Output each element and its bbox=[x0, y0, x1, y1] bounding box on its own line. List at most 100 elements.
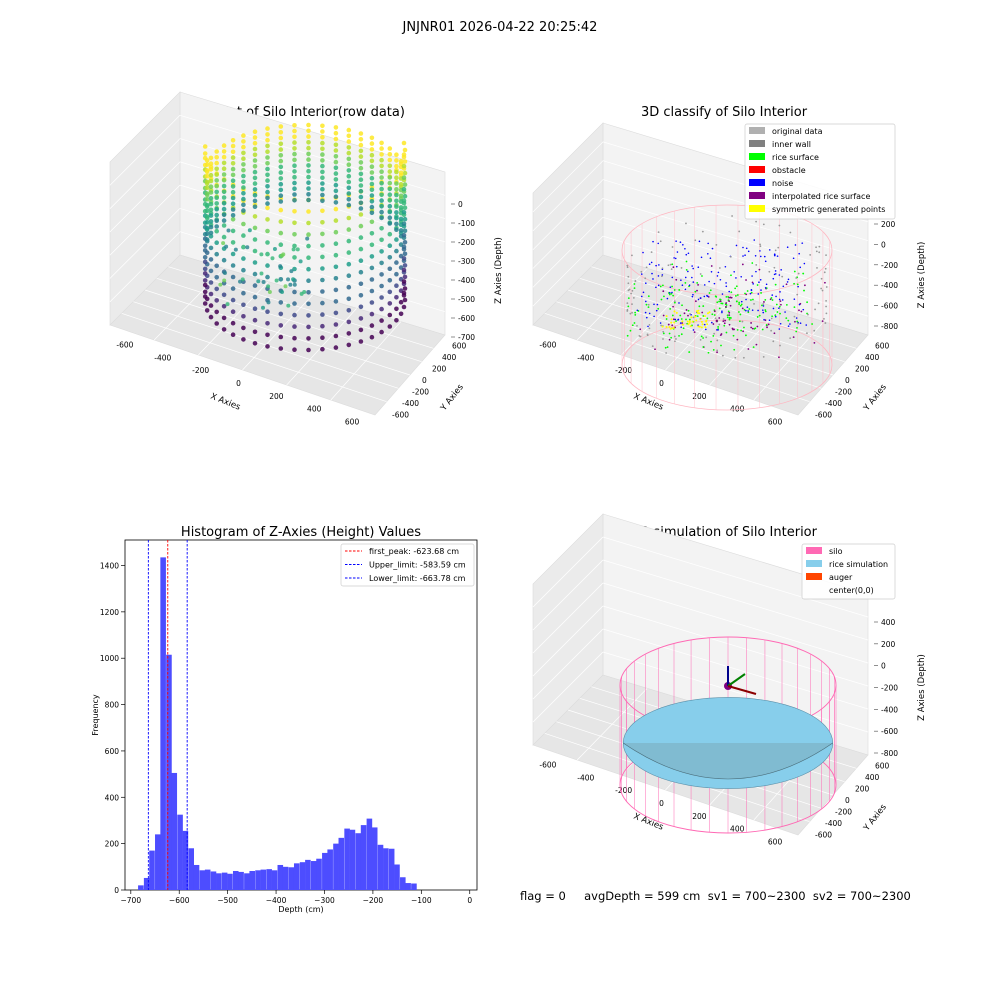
classified-point bbox=[701, 275, 703, 277]
raw-point bbox=[402, 152, 407, 157]
noise-point bbox=[693, 329, 695, 331]
raw-point bbox=[370, 335, 375, 340]
raw-point bbox=[205, 214, 210, 219]
noise-point bbox=[678, 302, 680, 304]
classified-point bbox=[669, 308, 671, 310]
x-tick-label: 0 bbox=[659, 379, 664, 388]
symmetric-point bbox=[705, 320, 707, 322]
raw-point bbox=[347, 197, 352, 202]
raw-point bbox=[265, 333, 270, 338]
raw-point bbox=[253, 226, 258, 231]
classified-point bbox=[779, 306, 781, 308]
raw-point bbox=[279, 136, 284, 141]
noise-point bbox=[755, 271, 757, 273]
classified-point bbox=[730, 291, 732, 293]
raw-point bbox=[241, 326, 246, 331]
raw-point bbox=[288, 283, 292, 287]
inner-wall-point bbox=[763, 356, 765, 358]
raw-point bbox=[209, 184, 214, 189]
raw-point bbox=[279, 170, 284, 175]
raw-point bbox=[403, 205, 408, 210]
classified-point bbox=[724, 320, 726, 322]
raw-point bbox=[222, 278, 226, 282]
raw-point bbox=[403, 182, 408, 187]
x-tick-label: −600 bbox=[169, 896, 190, 905]
raw-point bbox=[306, 186, 311, 191]
noise-point bbox=[788, 279, 790, 281]
raw-point bbox=[370, 136, 375, 141]
histogram-bar bbox=[171, 773, 177, 890]
raw-point bbox=[292, 129, 297, 134]
classified-point bbox=[743, 327, 745, 329]
raw-point bbox=[320, 243, 325, 248]
noise-point bbox=[788, 325, 790, 327]
y-tick-label: 200 bbox=[855, 785, 870, 794]
raw-point bbox=[402, 198, 407, 203]
legend-label: inner wall bbox=[772, 140, 811, 149]
raw-point bbox=[379, 307, 384, 312]
raw-point bbox=[394, 175, 399, 180]
raw-point bbox=[265, 184, 270, 189]
noise-point bbox=[794, 298, 796, 300]
noise-point bbox=[759, 250, 761, 252]
classified-point bbox=[709, 292, 711, 294]
raw-point bbox=[320, 135, 325, 140]
x-tick-label: −500 bbox=[217, 896, 238, 905]
classified-point bbox=[688, 310, 690, 312]
noise-point bbox=[751, 275, 753, 277]
raw-point bbox=[347, 145, 352, 150]
raw-point bbox=[394, 193, 399, 198]
noise-point bbox=[707, 295, 709, 297]
classified-point bbox=[728, 300, 730, 302]
classified-point bbox=[714, 314, 716, 316]
raw-point bbox=[402, 222, 407, 227]
legend-swatch bbox=[749, 140, 765, 147]
raw-point bbox=[205, 232, 210, 237]
y-tick-label: -200 bbox=[835, 387, 852, 396]
classified-point bbox=[730, 274, 732, 276]
noise-point bbox=[780, 269, 782, 271]
raw-point bbox=[259, 272, 263, 276]
raw-point bbox=[231, 138, 236, 143]
classified-point bbox=[717, 326, 719, 328]
raw-point bbox=[388, 175, 393, 180]
inner-wall-point bbox=[826, 312, 828, 314]
classified-point bbox=[710, 289, 712, 291]
noise-point bbox=[714, 283, 716, 285]
classified-point bbox=[753, 346, 755, 348]
legend-label: center(0,0) bbox=[829, 586, 874, 595]
histogram-bar bbox=[400, 877, 406, 890]
raw-point bbox=[222, 223, 227, 228]
y-axis-label: Y Axies bbox=[861, 382, 889, 414]
raw-point bbox=[403, 229, 408, 234]
inner-wall-point bbox=[633, 297, 635, 299]
raw-point bbox=[234, 248, 238, 252]
raw-point bbox=[209, 257, 214, 262]
histogram-bar bbox=[305, 860, 311, 890]
raw-point bbox=[394, 204, 399, 209]
classified-point bbox=[708, 352, 710, 354]
raw-point bbox=[388, 204, 393, 209]
raw-point bbox=[209, 280, 214, 285]
histogram-bar bbox=[160, 557, 166, 890]
raw-point bbox=[292, 255, 297, 260]
raw-point bbox=[379, 164, 384, 169]
legend-label: Lower_limit: -663.78 cm bbox=[369, 574, 466, 583]
raw-point bbox=[231, 252, 236, 257]
classified-point bbox=[669, 339, 671, 341]
inner-wall-point bbox=[658, 231, 660, 233]
inner-wall-point bbox=[635, 280, 637, 282]
raw-point bbox=[388, 278, 393, 283]
y-tick-label: 600 bbox=[875, 342, 890, 351]
classified-point bbox=[736, 339, 738, 341]
classified-point bbox=[759, 269, 761, 271]
histogram-bar bbox=[361, 825, 367, 890]
raw-point bbox=[359, 143, 364, 148]
inner-wall-point bbox=[649, 324, 651, 326]
inner-wall-point bbox=[651, 251, 653, 253]
noise-point bbox=[747, 306, 749, 308]
raw-point bbox=[279, 335, 284, 340]
classified-point bbox=[718, 301, 720, 303]
histogram-bar bbox=[389, 849, 395, 890]
raw-point bbox=[403, 263, 408, 268]
